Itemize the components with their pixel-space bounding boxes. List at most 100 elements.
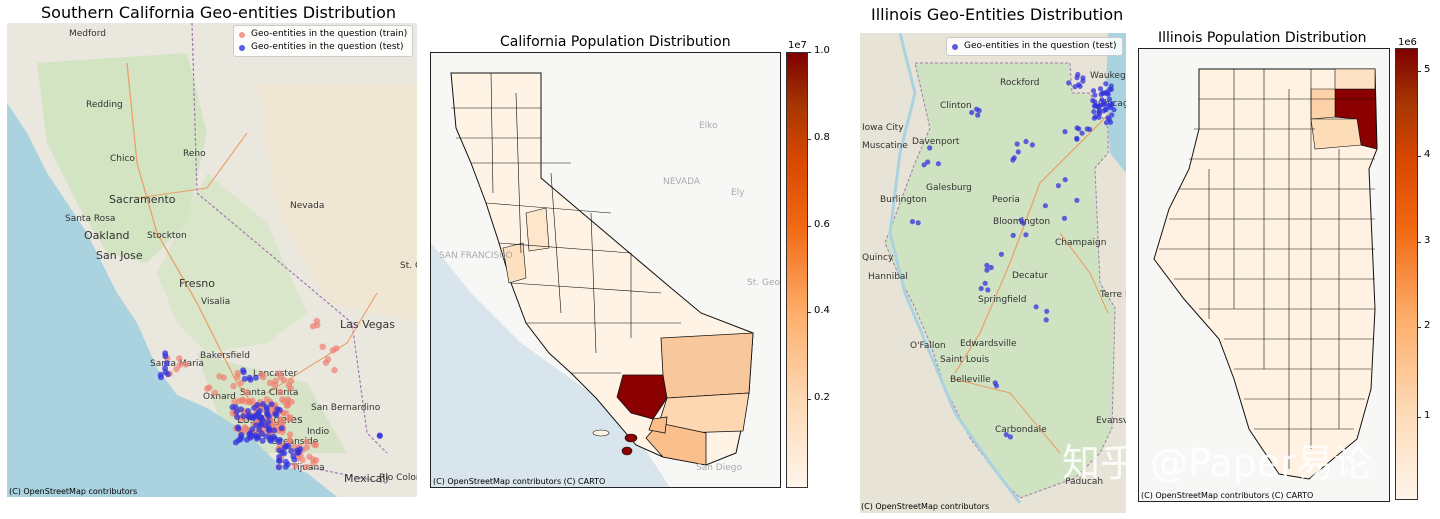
test-point bbox=[276, 436, 283, 443]
il-colorbar-tick-label: 3 bbox=[1424, 234, 1431, 246]
ca-colorbar-tick-mark bbox=[807, 312, 811, 314]
test-point bbox=[274, 406, 281, 413]
ca-place-label: Ely bbox=[731, 188, 745, 198]
test-point bbox=[1097, 107, 1103, 113]
train-point bbox=[311, 441, 318, 448]
il-place-label: Carbondale bbox=[995, 425, 1047, 435]
test-point bbox=[1010, 232, 1016, 238]
test-point bbox=[259, 437, 266, 444]
test-point bbox=[1076, 126, 1082, 132]
test-point bbox=[1097, 86, 1104, 92]
socal-legend: Geo-entities in the question (train) Geo… bbox=[233, 25, 414, 57]
train-point bbox=[303, 463, 310, 471]
il-colorbar-tick-mark bbox=[1417, 327, 1421, 328]
test-point bbox=[235, 424, 241, 431]
test-point bbox=[1091, 109, 1097, 115]
test-point bbox=[1023, 138, 1029, 145]
il-colorbar-tick-label: 5 bbox=[1424, 63, 1431, 75]
test-point bbox=[1066, 80, 1072, 86]
test-point bbox=[1101, 108, 1107, 114]
ca-pop-basemap bbox=[431, 53, 780, 487]
train-point bbox=[243, 389, 250, 396]
train-point bbox=[287, 385, 294, 392]
train-point bbox=[322, 359, 330, 366]
il-colorbar-tick-mark bbox=[1417, 417, 1421, 418]
train-point bbox=[241, 424, 249, 431]
il-colorbar-tick-mark bbox=[1417, 156, 1421, 157]
test-point bbox=[1107, 86, 1113, 92]
test-point bbox=[1033, 304, 1039, 310]
il-map[interactable]: Geo-entities in the question (test) Rock… bbox=[860, 33, 1126, 513]
il-place-label: Davenport bbox=[912, 137, 960, 147]
ca-colorbar-tick-label: 1.0 bbox=[814, 45, 830, 56]
socal-map[interactable]: Geo-entities in the question (train) Geo… bbox=[7, 23, 417, 497]
test-point bbox=[245, 408, 252, 414]
test-point bbox=[1079, 130, 1085, 136]
ca-colorbar-tick-mark bbox=[807, 138, 811, 140]
test-point bbox=[234, 414, 241, 421]
test-point bbox=[267, 437, 274, 444]
ca-pop-colorbar bbox=[786, 52, 808, 488]
test-point bbox=[1077, 83, 1083, 89]
test-point bbox=[1106, 96, 1112, 102]
test-point bbox=[1042, 203, 1048, 209]
socal-place-label: Medford bbox=[69, 29, 106, 39]
test-point bbox=[1007, 434, 1013, 440]
socal-place-label: Redding bbox=[86, 100, 123, 110]
il-place-label: Edwardsville bbox=[960, 339, 1017, 349]
test-point bbox=[253, 422, 260, 429]
test-point bbox=[1099, 97, 1105, 103]
legend-test-label: Geo-entities in the question (test) bbox=[964, 41, 1117, 51]
ca-pop-map[interactable]: NEVADA SAN FRANCISCO Elko Ely St. George San … bbox=[430, 52, 781, 488]
test-point bbox=[1091, 103, 1097, 109]
test-point bbox=[255, 434, 262, 441]
test-point bbox=[284, 461, 291, 468]
socal-place-label: Indio bbox=[307, 427, 330, 437]
train-point bbox=[331, 366, 338, 374]
socal-place-label: Oakland bbox=[84, 229, 130, 242]
test-point bbox=[1092, 99, 1098, 105]
test-point bbox=[257, 413, 263, 420]
test-point bbox=[1043, 317, 1049, 323]
train-point bbox=[287, 414, 294, 421]
test-point bbox=[915, 220, 921, 226]
test-point bbox=[232, 404, 239, 410]
test-point bbox=[1108, 102, 1115, 108]
test-point bbox=[927, 145, 933, 151]
il-colorbar-tick-mark bbox=[1417, 70, 1421, 72]
test-point bbox=[1091, 115, 1097, 121]
test-point bbox=[1109, 112, 1115, 118]
test-point bbox=[984, 262, 990, 268]
il-pop-map[interactable]: (C) OpenStreetMap contributors (C) CARTO bbox=[1138, 48, 1390, 502]
test-point bbox=[1029, 142, 1035, 148]
socal-place-label: San Jose bbox=[96, 249, 143, 262]
test-point bbox=[295, 449, 302, 456]
train-point bbox=[271, 381, 279, 388]
test-point bbox=[276, 447, 283, 454]
ca-colorbar-tick-label: 0.4 bbox=[814, 305, 830, 317]
test-point bbox=[1096, 114, 1102, 120]
test-point bbox=[162, 369, 169, 376]
train-point bbox=[282, 410, 290, 417]
test-point bbox=[1104, 120, 1110, 126]
test-point bbox=[1044, 308, 1050, 314]
test-point bbox=[1074, 135, 1080, 141]
ca-place-label: Elko bbox=[699, 121, 718, 131]
il-place-label: Peoria bbox=[992, 195, 1020, 205]
test-point bbox=[250, 414, 257, 421]
test-point bbox=[998, 251, 1004, 257]
socal-place-label: Visalia bbox=[201, 297, 231, 307]
train-point bbox=[292, 462, 299, 470]
test-point bbox=[1062, 129, 1068, 135]
ca-colorbar-tick-mark bbox=[807, 399, 811, 401]
il-basemap bbox=[860, 33, 1126, 513]
train-point bbox=[182, 361, 189, 368]
train-point bbox=[230, 382, 237, 390]
test-point bbox=[978, 285, 984, 292]
ca-colorbar-tick-label: 0.8 bbox=[814, 131, 830, 143]
socal-place-label: Chico bbox=[110, 154, 135, 164]
test-point bbox=[1092, 92, 1098, 98]
il-place-label: Quincy bbox=[862, 253, 894, 263]
ca-colorbar-tick-mark bbox=[807, 52, 811, 53]
test-point bbox=[935, 161, 941, 167]
